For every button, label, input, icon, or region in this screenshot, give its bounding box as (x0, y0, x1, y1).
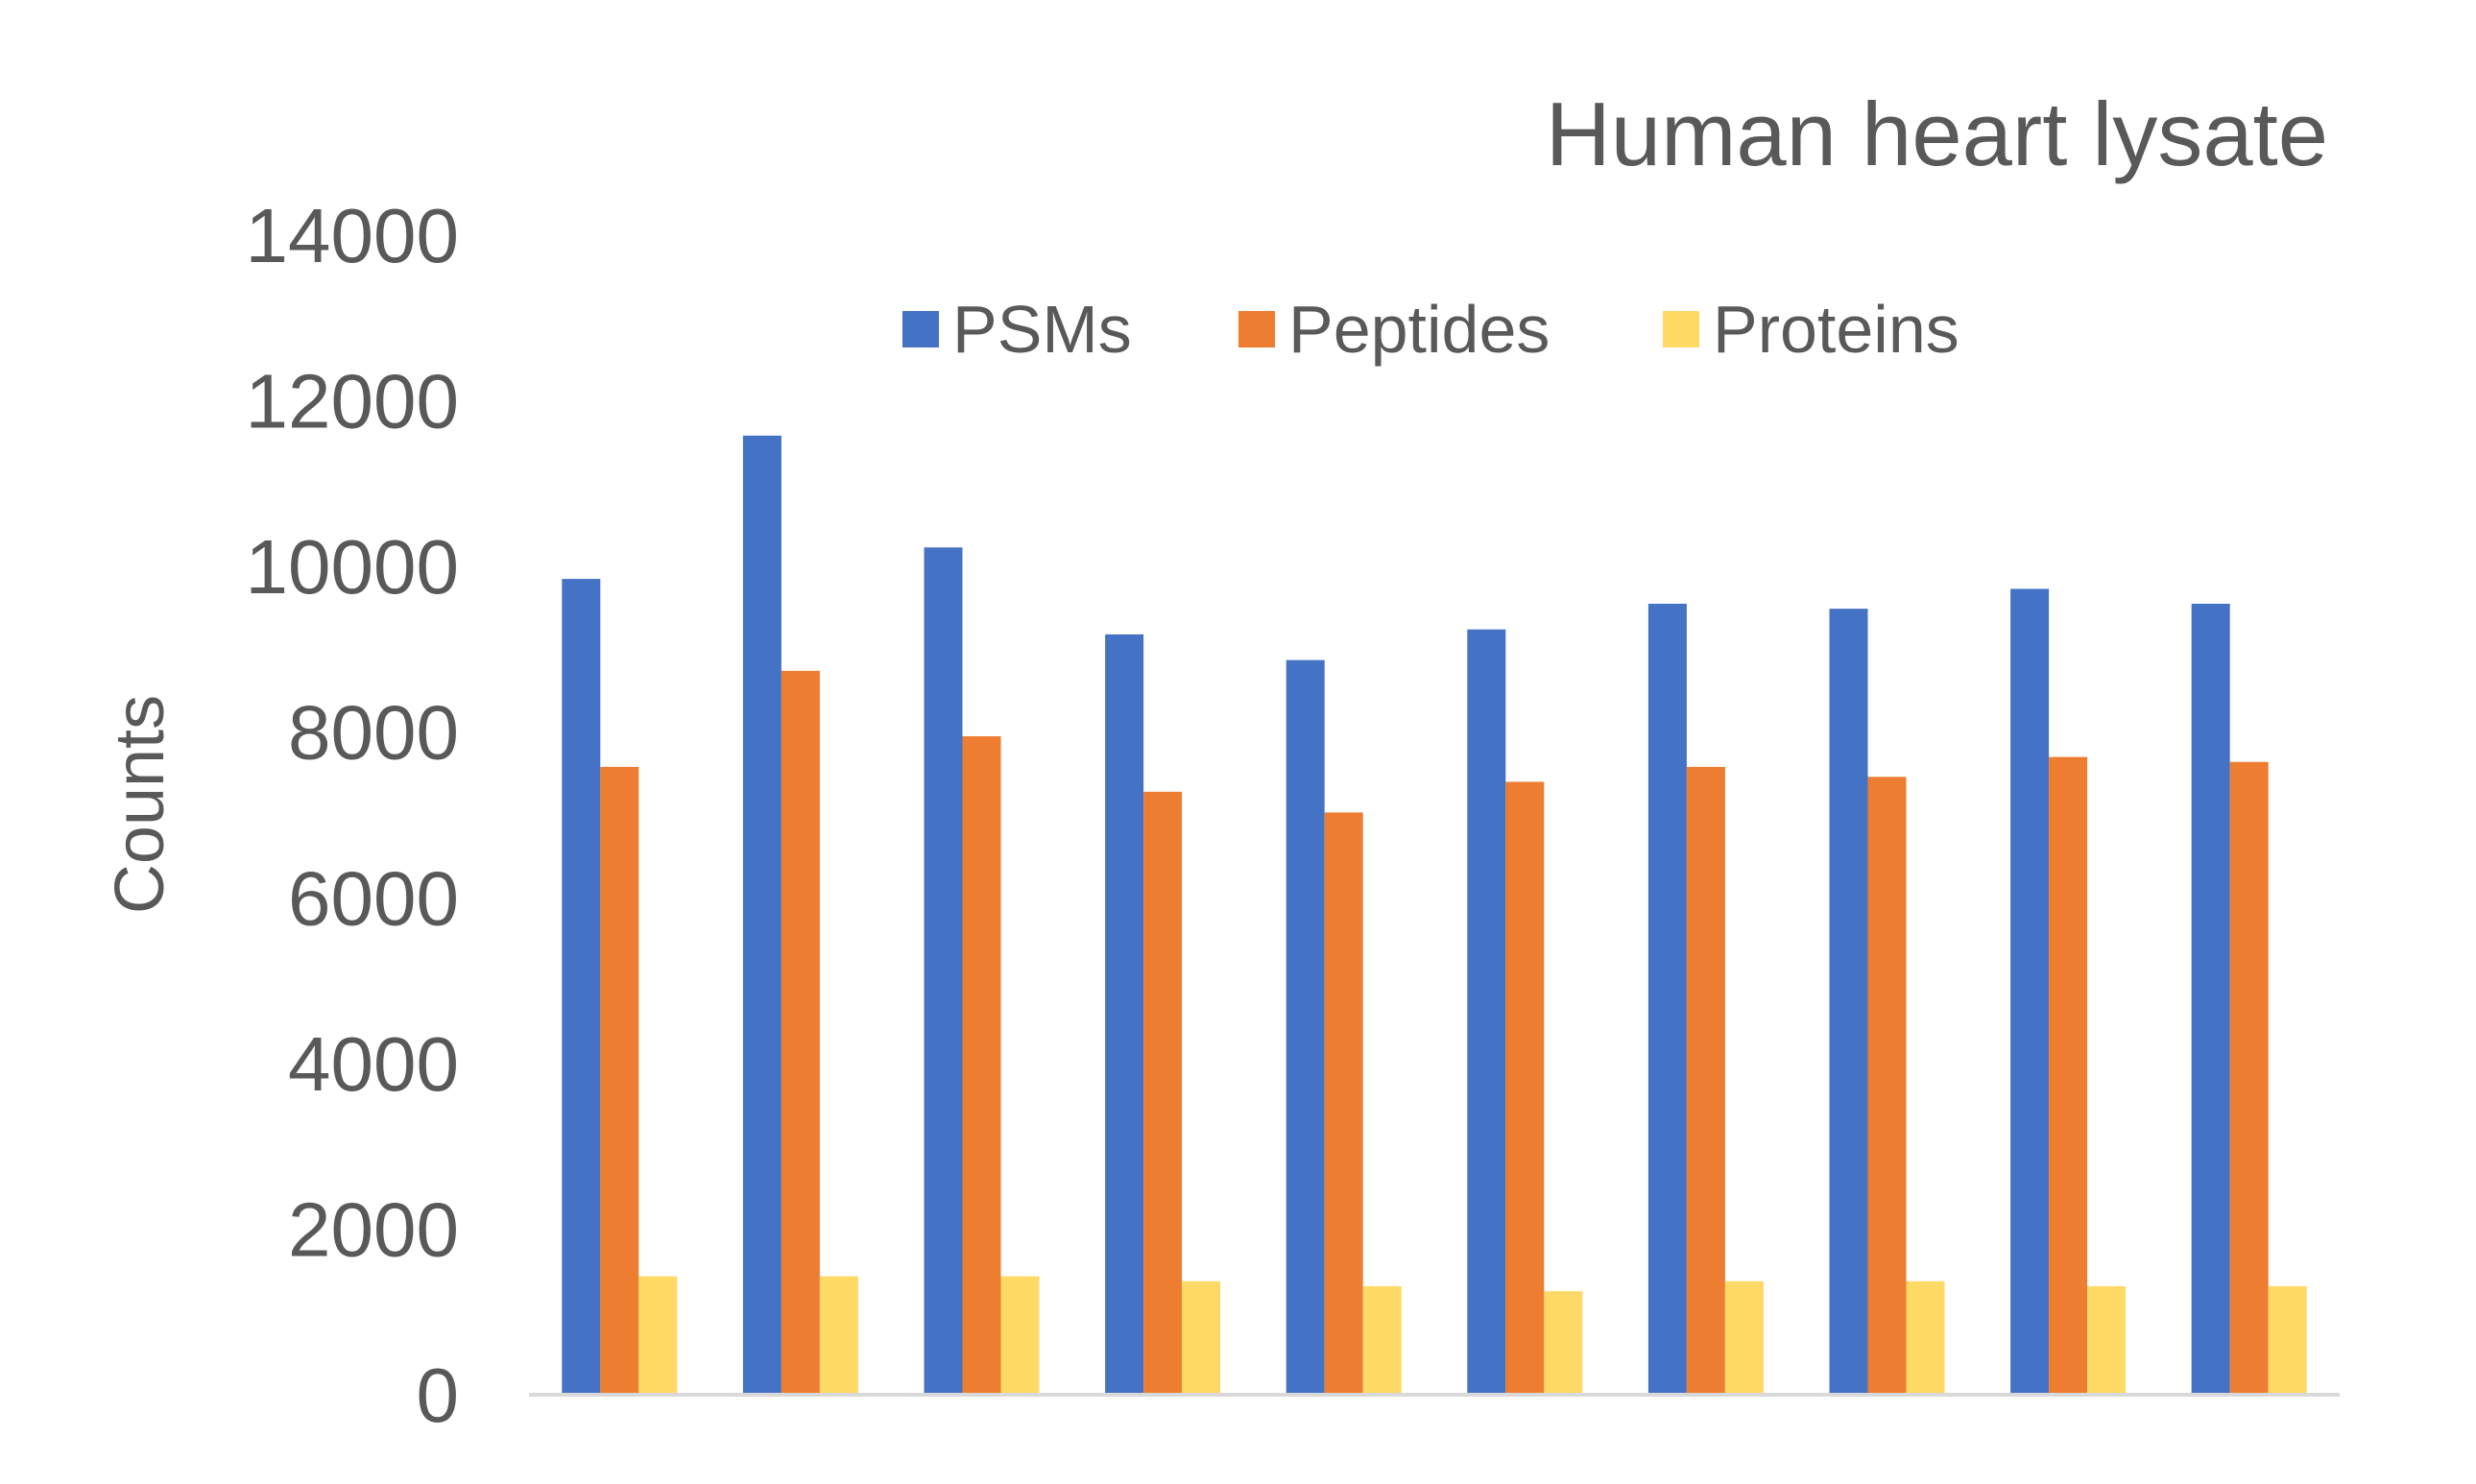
bar-proteins-9 (2087, 1285, 2127, 1395)
bar-psms-1 (562, 579, 601, 1395)
legend-swatch-psms (902, 311, 939, 347)
bar-psms-9 (2010, 588, 2050, 1395)
y-tick-label: 14000 (246, 193, 459, 278)
bar-proteins-7 (1724, 1281, 1764, 1395)
y-tick-label: 6000 (288, 855, 459, 941)
bar-psms-5 (1286, 659, 1325, 1395)
bar-peptides-3 (962, 736, 1001, 1395)
y-tick-label: 8000 (288, 690, 459, 776)
y-tick-label: 10000 (246, 524, 459, 610)
bar-peptides-7 (1686, 766, 1725, 1395)
bar-psms-4 (1105, 634, 1144, 1395)
bar-peptides-8 (1867, 777, 1907, 1395)
bar-peptides-9 (2049, 756, 2088, 1395)
y-tick-label: 12000 (246, 359, 459, 444)
bar-psms-8 (1829, 609, 1868, 1395)
legend-label-psms: PSMs (952, 292, 1132, 367)
legend-swatch-proteins (1663, 311, 1699, 347)
bar-proteins-6 (1544, 1291, 1583, 1395)
bar-peptides-1 (600, 766, 639, 1395)
bar-psms-3 (924, 547, 963, 1395)
bar-psms-7 (1647, 603, 1687, 1395)
chart-title: Human heart lysate (1546, 84, 2328, 184)
y-axis-label: Counts (102, 695, 179, 914)
bar-peptides-5 (1324, 812, 1363, 1395)
bar-psms-6 (1467, 629, 1506, 1395)
bar-peptides-6 (1505, 781, 1545, 1395)
bar-proteins-5 (1362, 1285, 1402, 1395)
bar-peptides-4 (1143, 791, 1183, 1395)
legend-label-peptides: Peptides (1288, 292, 1550, 367)
bar-proteins-8 (1906, 1281, 1945, 1395)
legend-swatch-peptides (1238, 311, 1275, 347)
bar-psms-2 (742, 435, 781, 1396)
y-tick-label: 0 (417, 1352, 460, 1438)
bar-peptides-2 (781, 670, 820, 1395)
bars (562, 435, 2307, 1396)
bar-psms-10 (2191, 603, 2230, 1395)
bar-peptides-10 (2229, 761, 2269, 1395)
bar-proteins-10 (2268, 1285, 2307, 1395)
y-tick-label: 2000 (288, 1186, 459, 1272)
bar-proteins-2 (819, 1276, 858, 1395)
legend-label-proteins: Proteins (1713, 292, 1959, 367)
legend: PSMs Peptides Proteins (902, 292, 1959, 367)
bar-proteins-1 (638, 1276, 678, 1395)
y-tick-label: 4000 (288, 1021, 459, 1107)
bar-proteins-3 (1000, 1276, 1040, 1395)
y-axis-ticks: 0 2000 4000 6000 8000 10000 12000 14000 (246, 193, 459, 1438)
bar-proteins-4 (1182, 1281, 1221, 1395)
